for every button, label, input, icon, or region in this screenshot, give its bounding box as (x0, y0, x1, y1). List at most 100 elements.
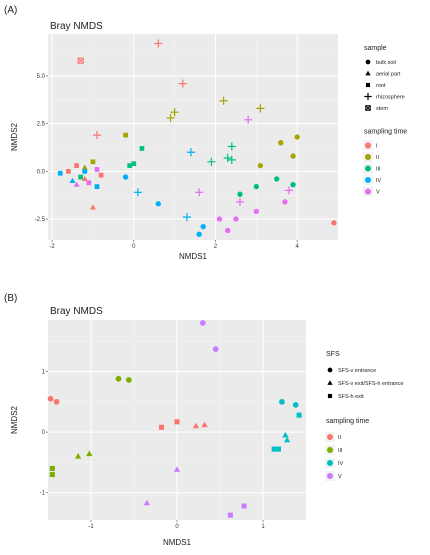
data-point (225, 227, 231, 234)
data-point (92, 131, 102, 140)
legend-entry-label: stem (376, 106, 388, 112)
data-point (86, 450, 93, 457)
legend-color-key (365, 165, 371, 172)
legend-entry-label: SFS-h exit (338, 394, 364, 400)
y-tick-label: 0.0 (37, 169, 46, 175)
data-point (131, 161, 137, 167)
legend-color-key (327, 473, 333, 479)
data-point (278, 140, 284, 146)
data-point (170, 108, 179, 117)
data-point (241, 503, 247, 509)
data-point (237, 191, 243, 197)
data-point (81, 175, 88, 182)
data-point (166, 113, 175, 123)
panel-a-label: (A) (4, 5, 17, 16)
data-point (271, 446, 277, 452)
data-point (127, 163, 133, 168)
data-point (49, 472, 55, 478)
data-point (219, 96, 228, 105)
data-point (253, 208, 259, 215)
data-point (253, 183, 259, 190)
data-point (122, 174, 129, 180)
data-point (78, 174, 84, 180)
legend-entry-label: SFS-v entrance (338, 368, 376, 374)
data-point (154, 39, 163, 48)
data-point (158, 424, 165, 430)
data-point (257, 162, 264, 169)
data-point (196, 231, 202, 237)
panel-a-y-axis-title: NMDS2 (10, 122, 19, 151)
panel-b-label: (B) (4, 293, 17, 304)
y-tick-label: 1 (42, 370, 46, 376)
panel-a-title: Bray NMDS (50, 21, 103, 32)
data-point (155, 201, 161, 207)
legend-title: sample (364, 45, 387, 52)
data-point (82, 168, 88, 174)
data-point (125, 377, 132, 383)
panel-a-ticks: -2 0 2 4 -2.5 0.0 2.5 5.0 (35, 74, 300, 250)
data-point (290, 153, 296, 159)
data-point (123, 132, 128, 138)
legend-color-key (327, 447, 333, 453)
data-point (133, 188, 142, 197)
data-point (77, 57, 84, 64)
legend-entry-label: bulk soil (376, 60, 396, 66)
legend-key (365, 59, 371, 65)
panel-a-points (57, 39, 337, 237)
data-point (223, 153, 232, 163)
data-point (227, 155, 236, 164)
legend-entry-label: IV (376, 178, 382, 184)
data-point (292, 401, 299, 408)
panel-b-x-axis-title: NMDS1 (163, 538, 192, 547)
legend-entry-label: rhizosphere (376, 95, 405, 101)
data-point (49, 465, 55, 472)
data-point (199, 320, 206, 326)
legend-key (327, 380, 333, 385)
x-tick-label: 4 (295, 244, 299, 250)
data-point (294, 134, 300, 140)
data-point (81, 164, 88, 170)
data-point (47, 395, 54, 402)
legend-key (327, 367, 333, 373)
y-tick-label: 0 (42, 430, 46, 436)
data-point (173, 466, 181, 472)
data-point (290, 182, 296, 188)
legend-title: sampling time (326, 418, 369, 425)
data-point (73, 181, 80, 187)
legend-entry-label: IV (338, 461, 344, 467)
data-point (94, 167, 100, 172)
legend-color-key (365, 154, 371, 160)
data-point (201, 421, 208, 428)
y-tick-label: 2.5 (37, 122, 46, 128)
data-point (244, 115, 253, 124)
data-point (174, 419, 180, 425)
data-point (296, 412, 302, 418)
data-point (207, 157, 216, 166)
data-point (279, 398, 285, 405)
panel-b-y-axis-title: NMDS2 (10, 405, 19, 434)
panel-b-title: Bray NMDS (50, 306, 103, 317)
legend-entry-label: III (376, 167, 381, 173)
data-point (282, 199, 288, 205)
legend-key (365, 82, 371, 88)
legend-color-key (327, 434, 333, 440)
data-point (195, 188, 204, 197)
legend-key (365, 70, 371, 76)
legend-entry-label: root (376, 83, 386, 89)
data-point (200, 223, 206, 230)
data-point (86, 180, 92, 186)
data-point (275, 446, 282, 452)
data-point (256, 104, 265, 113)
panel-b-ticks: -1 0 1 -1 0 1 (40, 370, 266, 530)
data-point (283, 436, 291, 443)
data-point (98, 172, 104, 178)
data-point (227, 142, 236, 151)
legend-entry-label: SFS-v exit/SFS-h entrance (338, 381, 403, 387)
legend-entry-label: V (338, 474, 342, 480)
y-tick-label: 5.0 (37, 74, 46, 80)
data-point (74, 163, 79, 168)
data-point (192, 422, 200, 429)
data-point (94, 184, 100, 189)
y-tick-label: -1 (40, 491, 46, 497)
legend-title: sampling time (364, 129, 407, 136)
